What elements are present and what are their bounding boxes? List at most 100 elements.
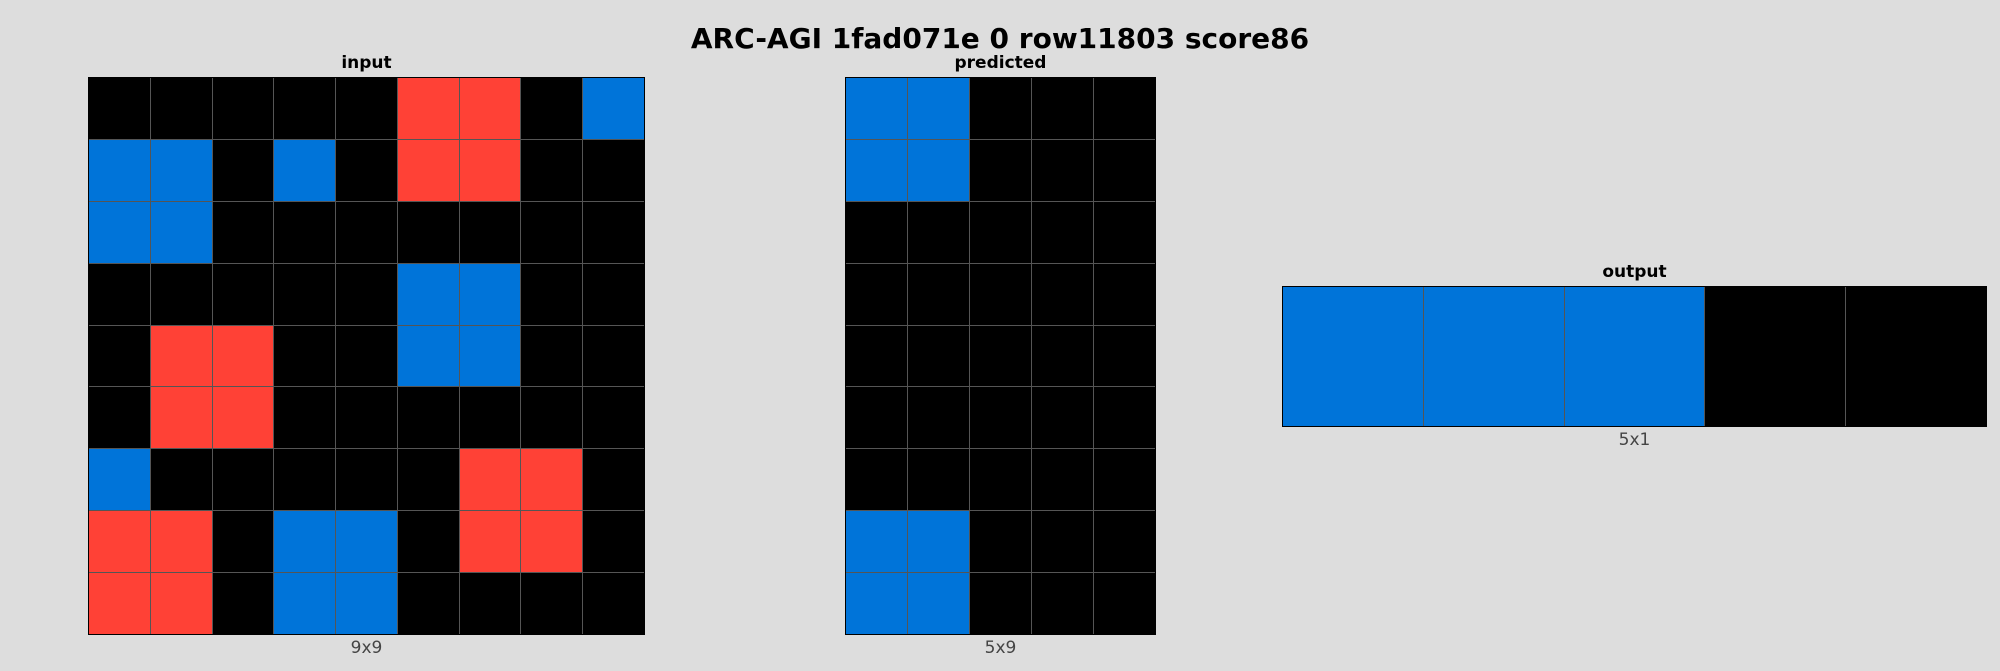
input-cell-r7-c0 — [89, 511, 150, 573]
input-cell-r3-c5 — [397, 263, 459, 325]
input-cell-r6-c1 — [150, 449, 212, 511]
predicted-cell-r1-c3 — [1032, 139, 1093, 201]
input-cell-r6-c7 — [521, 449, 583, 511]
input-cell-r3-c2 — [212, 263, 274, 325]
input-cell-r4-c6 — [459, 325, 521, 387]
input-cell-r2-c3 — [274, 201, 336, 263]
input-cell-r6-c2 — [212, 449, 274, 511]
input-cell-r1-c8 — [583, 139, 644, 201]
input-cell-r6-c3 — [274, 449, 336, 511]
input-cell-r2-c1 — [150, 201, 212, 263]
output-panel-title: output — [1602, 262, 1667, 282]
input-cell-r4-c3 — [274, 325, 336, 387]
input-size-caption: 9x9 — [350, 638, 383, 658]
predicted-cell-r3-c3 — [1032, 263, 1093, 325]
predicted-cell-r2-c0 — [846, 201, 907, 263]
predicted-cell-r7-c1 — [908, 511, 969, 573]
predicted-cell-r7-c4 — [1094, 511, 1155, 573]
input-cell-r6-c0 — [89, 449, 150, 511]
predicted-cell-r1-c1 — [908, 139, 969, 201]
input-cell-r8-c8 — [583, 573, 644, 634]
input-cell-r0-c3 — [274, 78, 336, 139]
output-cell-r0-c4 — [1846, 287, 1986, 426]
predicted-cell-r3-c4 — [1094, 263, 1155, 325]
output-size-caption: 5x1 — [1618, 430, 1651, 450]
predicted-cell-r6-c3 — [1032, 449, 1093, 511]
figure-title: ARC-AGI 1fad071e 0 row11803 score86 — [690, 22, 1310, 55]
input-cell-r2-c5 — [397, 201, 459, 263]
input-cell-r7-c3 — [274, 511, 336, 573]
predicted-cell-r7-c3 — [1032, 511, 1093, 573]
predicted-cell-r5-c2 — [970, 387, 1031, 449]
input-cell-r1-c3 — [274, 139, 336, 201]
input-cell-r7-c6 — [459, 511, 521, 573]
input-cell-r4-c1 — [150, 325, 212, 387]
input-cell-r2-c0 — [89, 201, 150, 263]
input-cell-r2-c7 — [521, 201, 583, 263]
input-cell-r0-c0 — [89, 78, 150, 139]
input-cell-r3-c4 — [336, 263, 397, 325]
input-cell-r0-c4 — [336, 78, 397, 139]
predicted-cell-r1-c0 — [846, 139, 907, 201]
predicted-cell-r5-c3 — [1032, 387, 1093, 449]
predicted-panel-title: predicted — [954, 53, 1047, 73]
input-cell-r8-c1 — [150, 573, 212, 634]
input-cell-r6-c4 — [336, 449, 397, 511]
input-cell-r0-c6 — [459, 78, 521, 139]
input-cell-r0-c2 — [212, 78, 274, 139]
input-cell-r4-c2 — [212, 325, 274, 387]
input-cell-r6-c8 — [583, 449, 644, 511]
output-cell-r0-c0 — [1283, 287, 1423, 426]
predicted-cell-r2-c4 — [1094, 201, 1155, 263]
predicted-cell-r2-c3 — [1032, 201, 1093, 263]
input-cell-r8-c6 — [459, 573, 521, 634]
predicted-cell-r8-c1 — [908, 573, 969, 634]
predicted-cell-r4-c4 — [1094, 325, 1155, 387]
input-cell-r4-c0 — [89, 325, 150, 387]
input-cell-r0-c7 — [521, 78, 583, 139]
predicted-cell-r6-c1 — [908, 449, 969, 511]
predicted-cell-r3-c1 — [908, 263, 969, 325]
input-cell-r6-c6 — [459, 449, 521, 511]
input-cell-r1-c2 — [212, 139, 274, 201]
input-cell-r8-c7 — [521, 573, 583, 634]
input-cell-r5-c1 — [150, 387, 212, 449]
input-cell-r7-c2 — [212, 511, 274, 573]
input-cell-r1-c7 — [521, 139, 583, 201]
predicted-cell-r4-c3 — [1032, 325, 1093, 387]
input-cell-r5-c4 — [336, 387, 397, 449]
input-cell-r5-c2 — [212, 387, 274, 449]
input-cell-r3-c3 — [274, 263, 336, 325]
input-cell-r8-c5 — [397, 573, 459, 634]
input-panel-title: input — [341, 53, 392, 73]
input-cell-r0-c1 — [150, 78, 212, 139]
predicted-cell-r3-c0 — [846, 263, 907, 325]
predicted-cell-r0-c1 — [908, 78, 969, 139]
input-cell-r5-c5 — [397, 387, 459, 449]
input-cell-r1-c4 — [336, 139, 397, 201]
input-cell-r4-c4 — [336, 325, 397, 387]
predicted-cell-r7-c2 — [970, 511, 1031, 573]
predicted-cell-r5-c1 — [908, 387, 969, 449]
output-cell-r0-c2 — [1564, 287, 1705, 426]
predicted-cell-r8-c4 — [1094, 573, 1155, 634]
input-cell-r0-c5 — [397, 78, 459, 139]
input-cell-r3-c7 — [521, 263, 583, 325]
input-cell-r4-c7 — [521, 325, 583, 387]
predicted-cell-r4-c0 — [846, 325, 907, 387]
input-cell-r8-c4 — [336, 573, 397, 634]
predicted-grid — [845, 77, 1156, 635]
output-grid — [1282, 286, 1987, 427]
predicted-cell-r8-c2 — [970, 573, 1031, 634]
output-cell-r0-c3 — [1705, 287, 1846, 426]
input-cell-r1-c0 — [89, 139, 150, 201]
input-cell-r1-c5 — [397, 139, 459, 201]
input-cell-r5-c3 — [274, 387, 336, 449]
predicted-size-caption: 5x9 — [984, 638, 1017, 658]
input-grid — [88, 77, 645, 635]
predicted-cell-r1-c4 — [1094, 139, 1155, 201]
predicted-cell-r6-c2 — [970, 449, 1031, 511]
input-cell-r7-c8 — [583, 511, 644, 573]
input-cell-r4-c8 — [583, 325, 644, 387]
predicted-cell-r6-c4 — [1094, 449, 1155, 511]
